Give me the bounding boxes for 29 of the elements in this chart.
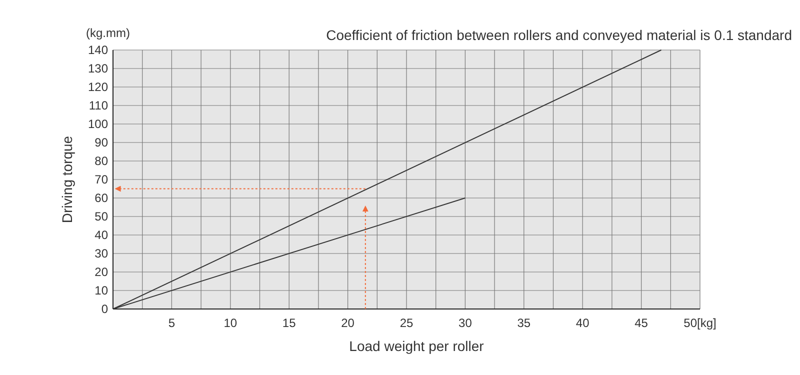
y-tick-label: 60 — [94, 191, 108, 205]
y-tick-label: 90 — [94, 136, 108, 150]
y-tick-label: 0 — [101, 302, 108, 316]
x-tick-label: 30 — [458, 316, 472, 330]
y-tick-label: 130 — [88, 62, 108, 76]
y-tick-label: 40 — [94, 228, 108, 242]
text: (kg.mm) — [86, 26, 130, 40]
x-tick-label: 20 — [341, 316, 355, 330]
y-tick-label: 50 — [94, 210, 108, 224]
x-tick-label: 10 — [224, 316, 238, 330]
y-tick-label: 30 — [94, 246, 108, 260]
y-tick-label: 80 — [94, 154, 108, 168]
y-tick-label: 10 — [94, 284, 108, 298]
chart-title: Coefficient of friction between rollers and conveyed material is 0.1 standard — [326, 27, 792, 43]
x-axis-title: Load weight per roller — [349, 338, 484, 354]
y-tick-label: 140 — [88, 43, 108, 57]
y-tick-label: 70 — [94, 172, 108, 186]
y-tick-label: 110 — [88, 98, 108, 112]
y-tick-label: 120 — [88, 80, 108, 94]
x-tick-label: 35 — [517, 316, 531, 330]
x-tick-label: 15 — [282, 316, 296, 330]
x-tick-label: 25 — [400, 316, 414, 330]
x-tick-label: 5 — [168, 316, 176, 330]
y-axis-title: Driving torque — [59, 136, 75, 224]
x-tick-label: 40 — [576, 316, 590, 330]
y-tick-label: 20 — [94, 265, 108, 279]
x-tick-label: 45 — [634, 316, 648, 330]
x-tick-label: 50[kg] — [684, 316, 716, 330]
y-tick-label: 100 — [88, 117, 108, 131]
